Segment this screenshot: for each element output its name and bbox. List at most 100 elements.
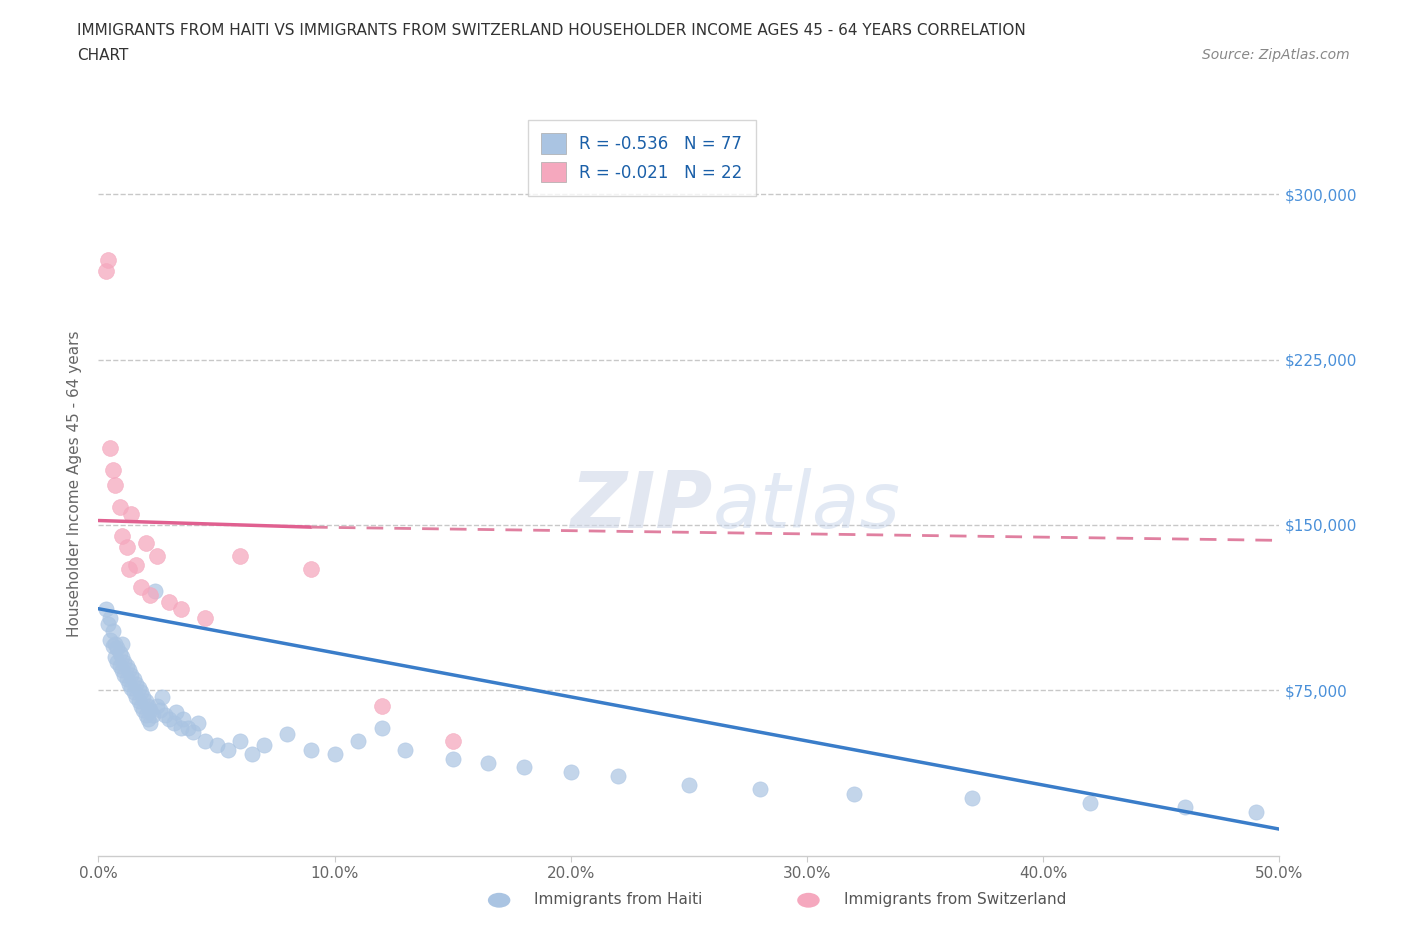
Point (170, 602, 193, 617)
Point (128, 694, 150, 709)
Point (108, 499, 131, 514)
Point (157, 711, 180, 726)
Point (121, 668, 143, 683)
Point (441, 734, 464, 749)
Point (371, 698, 394, 713)
Point (125, 689, 148, 704)
Text: Immigrants from Switzerland: Immigrants from Switzerland (844, 892, 1066, 907)
Point (678, 777, 700, 792)
Point (129, 698, 152, 713)
Point (125, 676, 148, 691)
Point (165, 705, 187, 720)
Point (121, 507, 143, 522)
Point (229, 734, 252, 749)
Point (477, 755, 499, 770)
Point (132, 689, 155, 704)
Text: ZIP: ZIP (571, 468, 713, 544)
Point (153, 707, 176, 722)
Point (136, 711, 159, 726)
Point (139, 716, 162, 731)
Text: IMMIGRANTS FROM HAITI VS IMMIGRANTS FROM SWITZERLAND HOUSEHOLDER INCOME AGES 45 : IMMIGRANTS FROM HAITI VS IMMIGRANTS FROM… (77, 23, 1026, 38)
Point (94, 264, 117, 279)
Point (139, 588, 162, 603)
Legend: R = -0.536   N = 77, R = -0.021   N = 22: R = -0.536 N = 77, R = -0.021 N = 22 (527, 120, 756, 195)
Point (101, 623, 124, 638)
Point (1244, 804, 1267, 819)
Point (105, 641, 128, 656)
Point (323, 747, 346, 762)
Point (118, 562, 141, 577)
Point (181, 724, 204, 739)
Point (115, 658, 138, 673)
Point (111, 663, 134, 678)
Point (253, 737, 276, 752)
Point (163, 716, 186, 731)
Point (143, 584, 166, 599)
Point (194, 734, 217, 749)
Point (1080, 795, 1102, 810)
Point (394, 742, 416, 757)
Text: Immigrants from Haiti: Immigrants from Haiti (534, 892, 703, 907)
Point (441, 751, 464, 766)
Point (149, 703, 172, 718)
Point (844, 787, 866, 802)
Point (142, 707, 165, 722)
Point (276, 727, 298, 742)
Point (111, 636, 134, 651)
Point (132, 703, 155, 718)
Point (512, 760, 534, 775)
Text: Source: ZipAtlas.com: Source: ZipAtlas.com (1202, 48, 1350, 62)
Point (97, 253, 120, 268)
Point (229, 549, 252, 564)
Point (111, 528, 134, 543)
Point (108, 658, 131, 673)
Point (136, 698, 159, 713)
Point (194, 610, 217, 625)
Point (1174, 800, 1197, 815)
Point (146, 549, 169, 564)
Point (118, 676, 141, 691)
Point (105, 654, 128, 669)
Point (97, 617, 120, 631)
Point (112, 654, 135, 669)
Point (135, 535, 157, 550)
Point (104, 636, 127, 651)
Point (299, 742, 322, 757)
Text: CHART: CHART (77, 48, 129, 63)
Point (125, 557, 148, 572)
Text: atlas: atlas (713, 468, 900, 544)
Point (299, 562, 322, 577)
Point (101, 639, 124, 654)
Point (115, 671, 138, 686)
Point (205, 737, 228, 752)
Point (108, 645, 131, 660)
Point (560, 764, 582, 779)
Point (104, 478, 127, 493)
Point (122, 685, 145, 700)
Point (122, 671, 145, 686)
Point (135, 694, 157, 709)
Point (118, 663, 141, 678)
Point (217, 742, 239, 757)
Point (129, 685, 152, 700)
Point (128, 681, 150, 696)
Point (748, 782, 770, 797)
Point (104, 650, 127, 665)
Point (150, 689, 173, 704)
Point (371, 721, 394, 736)
Point (115, 539, 138, 554)
Point (146, 698, 169, 713)
Point (111, 650, 134, 665)
Point (172, 711, 194, 726)
Point (607, 769, 630, 784)
Point (94, 602, 117, 617)
Point (98, 440, 121, 455)
Point (98, 632, 121, 647)
Point (139, 703, 162, 718)
Point (177, 721, 200, 736)
Point (347, 734, 370, 749)
Y-axis label: Householder Income Ages 45 - 64 years: Householder Income Ages 45 - 64 years (67, 330, 83, 637)
Point (157, 594, 180, 609)
Point (112, 668, 135, 683)
Point (187, 716, 209, 731)
